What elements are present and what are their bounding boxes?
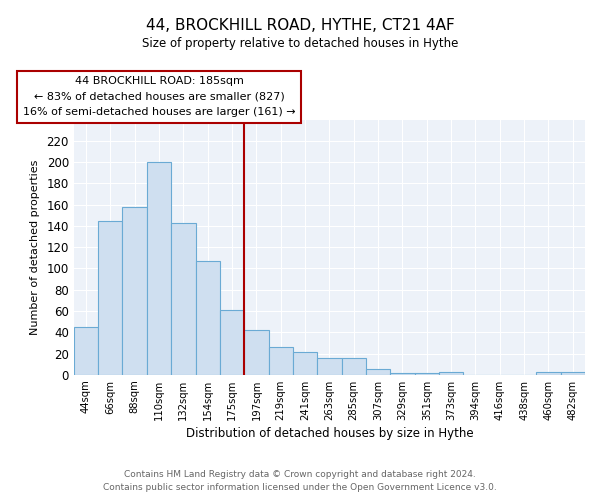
Bar — [560, 372, 585, 375]
Bar — [536, 372, 560, 375]
Bar — [317, 358, 341, 375]
Bar — [269, 347, 293, 375]
Bar — [439, 372, 463, 375]
Text: Contains HM Land Registry data © Crown copyright and database right 2024.
Contai: Contains HM Land Registry data © Crown c… — [103, 470, 497, 492]
Bar — [74, 327, 98, 375]
Bar — [366, 370, 390, 375]
Bar — [171, 222, 196, 375]
Y-axis label: Number of detached properties: Number of detached properties — [29, 160, 40, 335]
Bar — [122, 206, 147, 375]
Bar — [341, 358, 366, 375]
Bar — [147, 162, 171, 375]
Bar — [244, 330, 269, 375]
Bar — [390, 372, 415, 375]
Bar — [415, 372, 439, 375]
Bar — [196, 261, 220, 375]
Bar — [98, 220, 122, 375]
Bar — [220, 310, 244, 375]
Text: Size of property relative to detached houses in Hythe: Size of property relative to detached ho… — [142, 38, 458, 51]
X-axis label: Distribution of detached houses by size in Hythe: Distribution of detached houses by size … — [185, 427, 473, 440]
Text: 44 BROCKHILL ROAD: 185sqm
← 83% of detached houses are smaller (827)
16% of semi: 44 BROCKHILL ROAD: 185sqm ← 83% of detac… — [23, 76, 295, 118]
Bar — [293, 352, 317, 375]
Text: 44, BROCKHILL ROAD, HYTHE, CT21 4AF: 44, BROCKHILL ROAD, HYTHE, CT21 4AF — [146, 18, 454, 32]
